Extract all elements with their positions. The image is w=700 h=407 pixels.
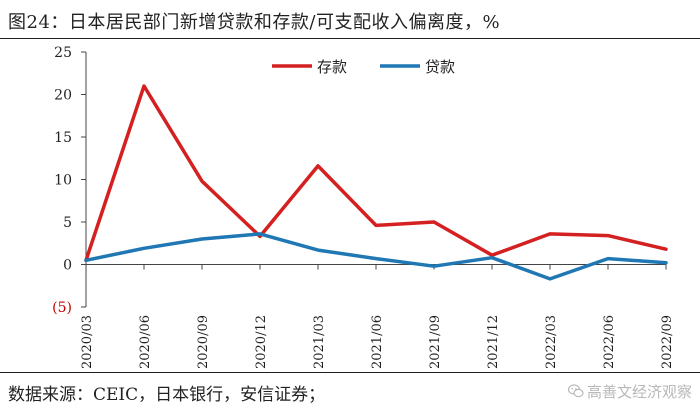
data-point [201, 180, 203, 182]
y-tick-label: 25 [54, 45, 72, 61]
x-tick-label: 2021/09 [428, 315, 443, 369]
y-tick-label: 10 [54, 173, 72, 189]
x-tick-label: 2022/03 [544, 315, 559, 369]
y-tick-label: 0 [63, 258, 72, 274]
chart-legend: 存款 贷款 [272, 58, 455, 76]
x-tick-label: 2020/12 [254, 315, 269, 369]
source-note: 数据来源：CEIC，日本银行，安信证券； [8, 385, 326, 405]
series-line-2 [84, 232, 668, 281]
data-point [143, 247, 145, 249]
data-point [549, 233, 551, 235]
data-point [143, 85, 145, 87]
chart-series [84, 84, 668, 281]
x-tick-label: 2020/09 [196, 315, 211, 369]
x-tick-label: 2022/09 [660, 315, 675, 369]
data-point [375, 258, 377, 260]
data-point [259, 233, 261, 235]
data-point [491, 254, 493, 256]
series-line-1 [84, 84, 668, 263]
data-point [607, 258, 609, 260]
watermark-text: 高善文经济观察 [586, 383, 692, 401]
title-bar: 图24：日本居民部门新增贷款和存款/可支配收入偏离度，% [0, 0, 700, 39]
data-point [491, 257, 493, 259]
data-point [201, 238, 203, 240]
data-point [665, 262, 667, 264]
data-point [607, 235, 609, 237]
data-point [549, 278, 551, 280]
y-tick-label: 20 [54, 88, 72, 104]
y-tick-label: 5 [63, 215, 72, 231]
x-tick-label: 2021/03 [312, 315, 327, 369]
data-point [433, 221, 435, 223]
data-point [433, 265, 435, 267]
data-point [85, 259, 87, 261]
watermark: 高善文经济观察 [567, 381, 692, 402]
wechat-icon [567, 384, 584, 398]
legend-label: 贷款 [425, 58, 455, 76]
y-tick-label: (5) [52, 300, 72, 316]
x-tick-label: 2021/12 [486, 315, 501, 369]
data-point [259, 235, 261, 237]
y-tick-label: 15 [54, 130, 72, 146]
line-chart: 25 20 15 10 5 0 (5) 2020/03 2020/06 2020/09 2020/1… [52, 45, 675, 369]
data-point [317, 249, 319, 251]
data-point [375, 224, 377, 226]
footer: 数据来源：CEIC，日本银行，安信证券； 高善文经济观察 [0, 372, 700, 407]
data-point [317, 165, 319, 167]
data-point [665, 248, 667, 250]
legend-label: 存款 [317, 58, 347, 76]
x-tick-label: 2020/03 [80, 315, 95, 369]
x-tick-label: 2020/06 [138, 315, 153, 369]
x-tick-label: 2021/06 [370, 315, 385, 369]
page-title: 图24：日本居民部门新增贷款和存款/可支配收入偏离度，% [8, 12, 501, 33]
x-tick-label: 2022/06 [602, 315, 617, 369]
chart-axes: 25 20 15 10 5 0 (5) 2020/03 2020/06 2020/09 2020/1… [52, 45, 675, 369]
